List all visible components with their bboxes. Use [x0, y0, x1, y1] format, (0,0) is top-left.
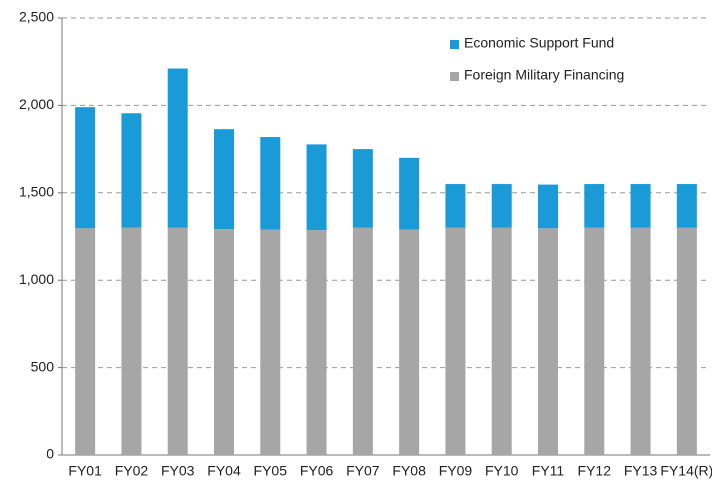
x-tick-label: FY04 [207, 463, 241, 479]
bar-segment [630, 184, 651, 228]
bar-segment [538, 228, 558, 455]
x-tick-label: FY01 [68, 463, 102, 479]
legend-label: Economic Support Fund [464, 35, 614, 51]
y-tick-label: 1,500 [19, 184, 54, 200]
bar-segment [75, 228, 96, 455]
legend-label: Foreign Military Financing [464, 67, 624, 83]
x-tick-label: FY03 [161, 463, 195, 479]
x-tick-label: FY09 [439, 463, 473, 479]
bar-segment [352, 149, 373, 228]
x-tick-label: FY02 [115, 463, 149, 479]
x-tick-label: FY08 [392, 463, 426, 479]
y-tick-label: 2,000 [19, 96, 54, 112]
bar-segment [676, 184, 697, 228]
bar-segment [676, 227, 697, 455]
bar-segment [306, 230, 327, 455]
x-tick-label: FY07 [346, 463, 380, 479]
bar-segment [167, 227, 188, 455]
bar-segment [260, 229, 281, 455]
bar-segment [399, 157, 420, 230]
bar-segment [121, 227, 142, 455]
bar-segment [214, 229, 234, 455]
x-tick-label: FY10 [485, 463, 519, 479]
bar-segment [121, 113, 142, 228]
legend-swatch [450, 72, 459, 81]
bar-segment [584, 184, 605, 228]
y-tick-label: 2,500 [19, 9, 54, 25]
bar-segment [306, 144, 327, 231]
y-tick-label: 500 [31, 358, 55, 374]
y-tick-label: 0 [46, 446, 54, 462]
bar-segment [214, 129, 234, 230]
x-tick-label: FY14(R) [660, 463, 712, 479]
x-tick-label: FY13 [624, 463, 658, 479]
y-tick-label: 1,000 [19, 271, 54, 287]
x-tick-label: FY06 [300, 463, 334, 479]
bar-segment [491, 227, 512, 455]
bar-segment [491, 184, 512, 228]
bar-segment [584, 227, 605, 455]
bar-segment [630, 227, 651, 455]
x-tick-label: FY11 [532, 463, 565, 479]
x-tick-label: FY05 [254, 463, 288, 479]
bar-segment [167, 68, 188, 228]
bar-segment [75, 107, 96, 229]
legend-swatch [450, 40, 459, 49]
bar-segment [445, 227, 466, 455]
x-tick-label: FY12 [578, 463, 612, 479]
bar-segment [538, 184, 558, 229]
bar-segment [399, 229, 420, 455]
bar-segment [445, 184, 466, 228]
bar-segment [260, 137, 281, 230]
bar-segment [352, 227, 373, 455]
